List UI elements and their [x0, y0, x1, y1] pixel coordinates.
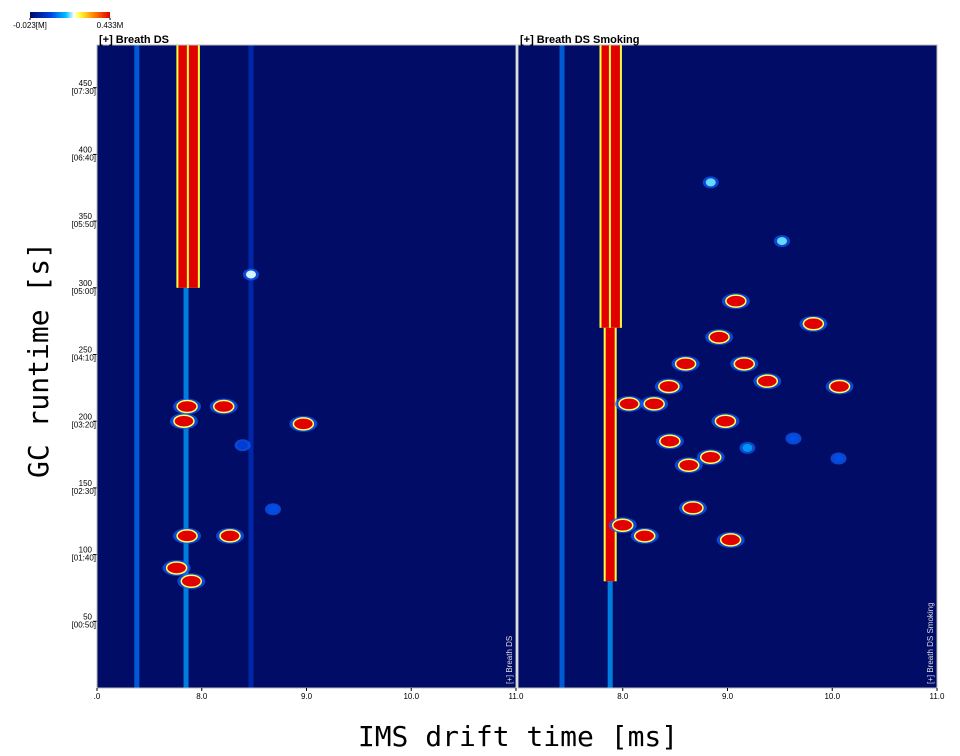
peak — [682, 501, 704, 515]
peak — [719, 533, 742, 547]
x-tick-label: .0 — [94, 692, 101, 701]
x-axis-label: IMS drift time [ms] — [358, 720, 678, 753]
y-tick-time: [01:40] — [72, 554, 96, 563]
peak — [708, 330, 730, 344]
band — [601, 45, 611, 328]
peak — [833, 454, 844, 463]
y-tick-time: [00:50] — [72, 620, 96, 629]
band — [559, 45, 565, 688]
peak — [245, 270, 256, 279]
y-tick-label: 100 — [79, 546, 93, 555]
peak — [658, 379, 680, 394]
y-tick-label: 200 — [79, 412, 93, 421]
band — [610, 45, 620, 328]
plot-area — [134, 45, 318, 688]
panel-background — [518, 45, 937, 688]
peak — [618, 397, 640, 411]
panel-side-label: [+] Breath DS Smoking — [926, 602, 935, 684]
y-tick-time: [06:40] — [72, 153, 96, 162]
peak — [733, 357, 756, 371]
peak — [788, 434, 799, 443]
peak — [292, 417, 315, 431]
peak — [828, 379, 851, 394]
panel-background — [97, 45, 516, 688]
y-tick-time: [03:20] — [72, 420, 96, 429]
peak — [612, 518, 634, 532]
band — [183, 287, 189, 688]
peak — [756, 374, 779, 388]
y-axis-label: GC runtime [s] — [22, 242, 55, 478]
peak — [659, 434, 681, 448]
y-tick-time: [07:30] — [72, 87, 96, 96]
peak — [714, 414, 737, 428]
peak — [699, 450, 722, 464]
band — [605, 327, 615, 582]
colorbar — [30, 12, 110, 18]
y-tick-time: [05:00] — [72, 287, 96, 296]
panel-side-label: [+] Breath DS — [505, 636, 514, 684]
peak — [180, 574, 203, 589]
y-tick-time: [05:50] — [72, 220, 96, 229]
peak — [643, 397, 665, 411]
peak — [674, 357, 697, 371]
plot-area — [559, 45, 854, 688]
peak — [176, 529, 198, 543]
x-tick-label: 9.0 — [722, 692, 734, 701]
y-tick-time: [04:10] — [72, 354, 96, 363]
y-tick-label: 450 — [79, 79, 93, 88]
peak — [237, 441, 248, 450]
band — [248, 45, 254, 688]
peak — [725, 294, 747, 308]
colorbar-label: 0.433M — [97, 21, 124, 30]
peak — [677, 458, 700, 472]
peak — [267, 505, 278, 514]
peak — [173, 414, 195, 428]
peak — [176, 399, 198, 414]
y-tick-label: 50 — [83, 612, 92, 621]
peak — [802, 317, 825, 331]
panel-title: [+] Breath DS — [99, 34, 169, 46]
y-tick-label: 400 — [79, 145, 93, 154]
band — [134, 45, 140, 688]
peak — [776, 237, 787, 246]
x-tick-label: 10.0 — [824, 692, 840, 701]
y-tick-label: 250 — [79, 346, 93, 355]
y-tick-label: 350 — [79, 212, 93, 221]
peak — [705, 178, 716, 187]
peak — [165, 561, 188, 575]
peak — [742, 443, 753, 452]
panel: [+] Breath DS [+] Breath DS .0 8.0 9.0 10.0 11… — [94, 34, 524, 701]
x-tick-label: 9.0 — [301, 692, 313, 701]
peak — [633, 529, 656, 543]
x-tick-label: 10.0 — [403, 692, 419, 701]
band — [188, 45, 198, 288]
panel: [+] Breath DS Smoking [+] Breath DS Smoki… — [517, 34, 946, 701]
colorbar-label: -0.023[M] — [13, 21, 47, 30]
x-tick-label: 11.0 — [930, 692, 946, 701]
panel-title: [+] Breath DS Smoking — [520, 34, 640, 46]
y-tick-label: 300 — [79, 279, 93, 288]
y-tick-label: 150 — [79, 479, 93, 488]
x-tick-label: 11.0 — [509, 692, 525, 701]
peak — [212, 399, 235, 414]
band — [178, 45, 188, 288]
x-tick-label: 8.0 — [617, 692, 629, 701]
x-tick-label: 8.0 — [196, 692, 208, 701]
peak — [219, 529, 241, 543]
y-tick-time: [02:30] — [72, 487, 96, 496]
